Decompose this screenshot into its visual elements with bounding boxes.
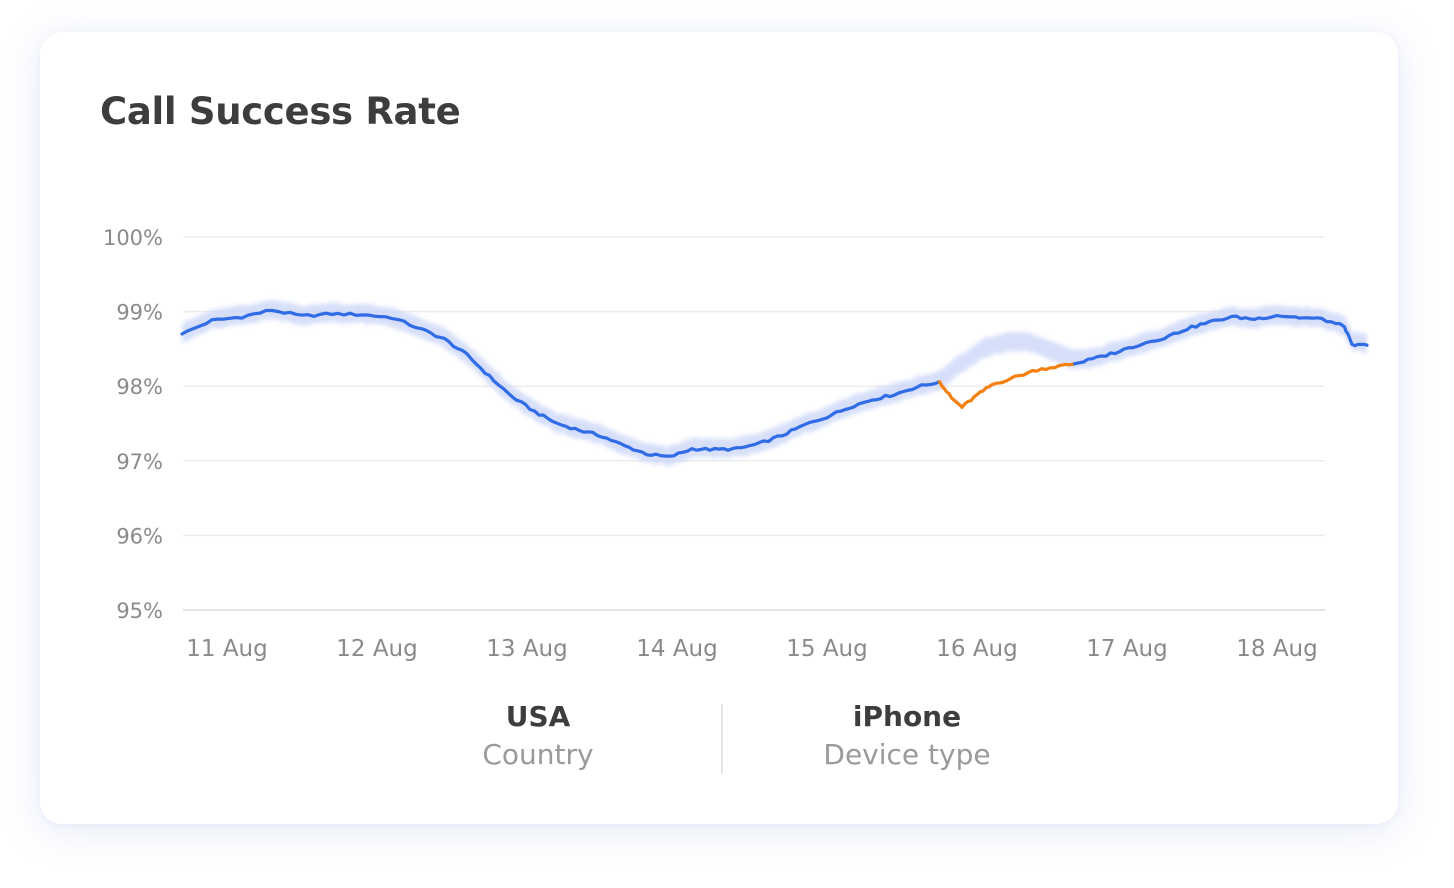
y-tick-label: 98% xyxy=(116,375,163,399)
filter-country-value: USA xyxy=(505,700,571,733)
grid-lines xyxy=(183,236,1325,611)
x-tick-label: 17 Aug xyxy=(1086,636,1168,662)
filter-device-type[interactable]: iPhone Device type xyxy=(717,700,1097,776)
x-axis-ticks: 11 Aug 12 Aug 13 Aug 14 Aug 15 Aug 16 Aug 17 A… xyxy=(186,636,1318,662)
x-tick-label: 13 Aug xyxy=(486,636,568,662)
x-tick-label: 12 Aug xyxy=(336,636,418,662)
series-line xyxy=(1072,314,1369,366)
y-tick-label: 97% xyxy=(116,450,163,474)
series-line xyxy=(180,308,942,458)
y-tick-label: 96% xyxy=(116,524,163,548)
filter-country-label: Country xyxy=(482,738,594,771)
y-axis-ticks: 100% 99% 98% 97% 96% 95% xyxy=(103,226,163,623)
filter-country[interactable]: USA Country xyxy=(348,700,728,776)
x-tick-label: 16 Aug xyxy=(936,636,1018,662)
y-tick-label: 99% xyxy=(116,301,163,325)
anomaly-line xyxy=(937,362,1077,409)
confidence-band-area xyxy=(182,300,1367,467)
series-lines xyxy=(180,308,1369,458)
confidence-band xyxy=(182,300,1367,467)
chart-title: Call Success Rate xyxy=(100,90,461,133)
x-tick-label: 18 Aug xyxy=(1236,636,1318,662)
filter-divider xyxy=(721,704,723,774)
x-tick-label: 15 Aug xyxy=(786,636,868,662)
x-tick-label: 11 Aug xyxy=(186,636,268,662)
x-tick-label: 14 Aug xyxy=(636,636,718,662)
chart-card: Call Success Rate xyxy=(40,32,1398,824)
y-tick-label: 95% xyxy=(116,599,163,623)
filter-device-value: iPhone xyxy=(852,700,962,733)
filter-device-label: Device type xyxy=(823,738,991,771)
y-tick-label: 100% xyxy=(103,226,163,250)
